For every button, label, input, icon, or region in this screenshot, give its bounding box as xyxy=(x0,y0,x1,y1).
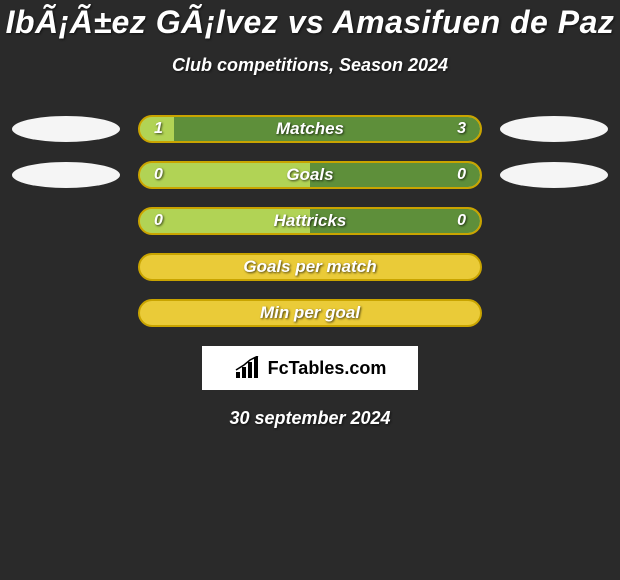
stat-label: Goals per match xyxy=(140,255,480,279)
bar-chart-icon xyxy=(234,356,262,380)
subtitle: Club competitions, Season 2024 xyxy=(0,55,620,76)
right-ellipse xyxy=(500,162,608,188)
left-ellipse xyxy=(12,162,120,188)
stat-row: 00Goals xyxy=(0,162,620,188)
logo-box[interactable]: FcTables.com xyxy=(202,346,418,390)
stat-bar: Min per goal xyxy=(138,299,482,327)
stat-row: Goals per match xyxy=(0,254,620,280)
stats-rows: 13Matches 00Goals 00Hattricks Goals per mat… xyxy=(0,116,620,326)
stat-bar: 13Matches xyxy=(138,115,482,143)
logo-text: FcTables.com xyxy=(268,358,387,379)
comparison-panel: IbÃ¡Ã±ez GÃ¡lvez vs Amasifuen de Paz Clu… xyxy=(0,0,620,429)
stat-label: Goals xyxy=(140,163,480,187)
page-title: IbÃ¡Ã±ez GÃ¡lvez vs Amasifuen de Paz xyxy=(0,4,620,41)
stat-bar: Goals per match xyxy=(138,253,482,281)
stat-bar: 00Hattricks xyxy=(138,207,482,235)
stat-label: Matches xyxy=(140,117,480,141)
stat-bar: 00Goals xyxy=(138,161,482,189)
stat-row: 00Hattricks xyxy=(0,208,620,234)
right-ellipse xyxy=(500,116,608,142)
stat-label: Hattricks xyxy=(140,209,480,233)
left-ellipse xyxy=(12,116,120,142)
stat-label: Min per goal xyxy=(140,301,480,325)
stat-row: Min per goal xyxy=(0,300,620,326)
date-text: 30 september 2024 xyxy=(0,408,620,429)
stat-row: 13Matches xyxy=(0,116,620,142)
